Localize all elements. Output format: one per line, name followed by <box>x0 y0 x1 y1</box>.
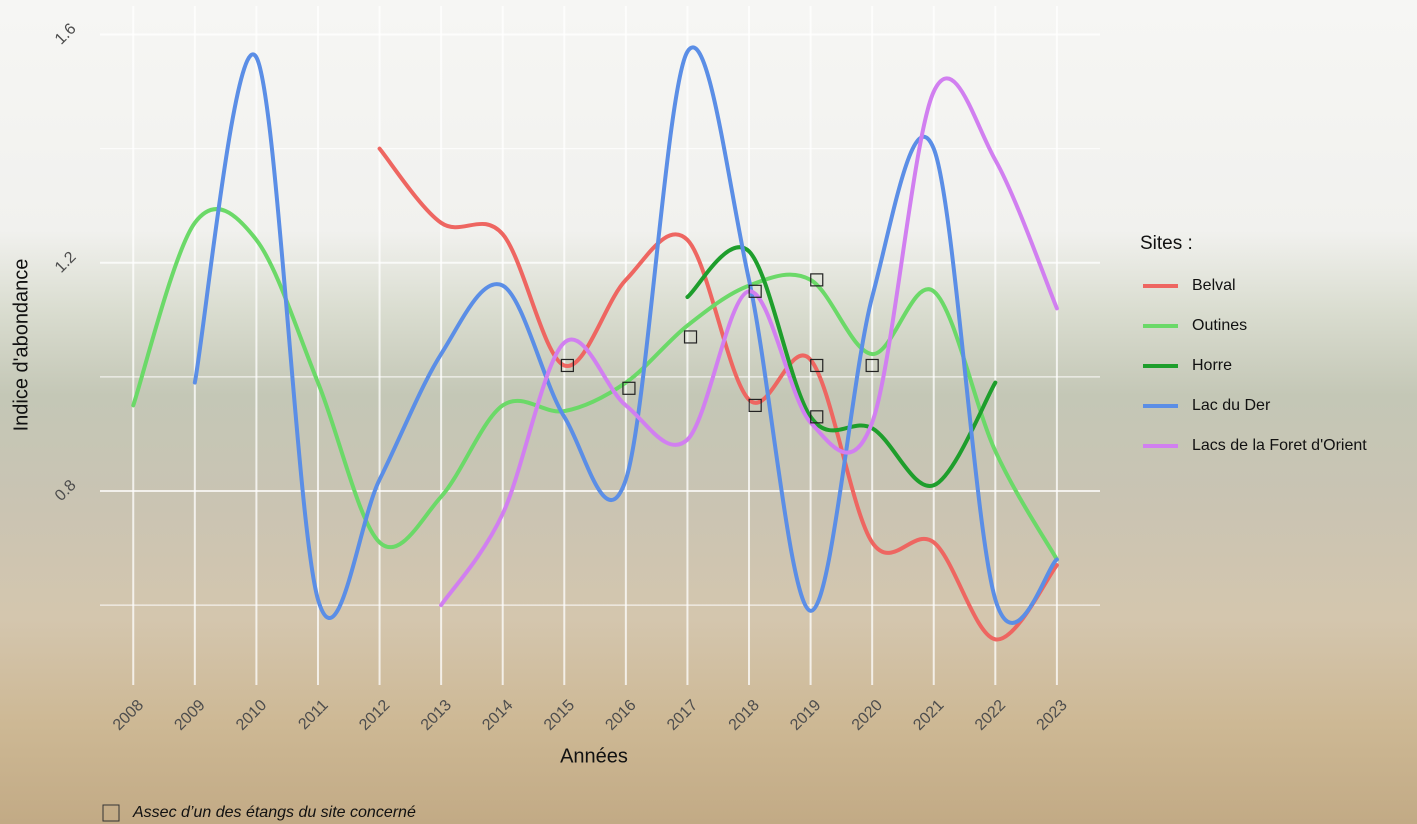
page: Années Indice d'abondance Sites : Assec … <box>0 0 1417 824</box>
x-tick-label: 2013 <box>418 697 455 734</box>
caption-symbol <box>103 805 119 821</box>
series-line <box>380 149 1057 640</box>
x-tick-label: 2019 <box>787 697 824 734</box>
x-tick-label: 2021 <box>910 697 947 734</box>
x-tick-label: 2012 <box>356 697 393 734</box>
x-tick-label: 2008 <box>110 697 147 734</box>
legend-label: Belval <box>1192 277 1236 294</box>
x-tick-label: 2014 <box>479 697 516 734</box>
legend-label: Horre <box>1192 357 1232 374</box>
y-axis-title: Indice d'abondance <box>10 259 32 432</box>
dry-marker <box>685 331 697 343</box>
x-tick-label: 2016 <box>602 697 639 734</box>
x-tick-label: 2009 <box>171 697 208 734</box>
y-tick-label: 1.6 <box>52 20 80 48</box>
x-tick-label: 2010 <box>233 697 270 734</box>
legend-label: Lac du Der <box>1192 397 1271 414</box>
x-axis-title: Années <box>560 745 628 767</box>
caption: Assec d’un des étangs du site concerné <box>132 804 416 821</box>
x-tick-label: 2017 <box>664 697 701 734</box>
x-tick-label: 2023 <box>1034 697 1071 734</box>
x-tick-label: 2018 <box>726 697 763 734</box>
y-tick-label: 0.8 <box>52 477 80 505</box>
legend-label: Outines <box>1192 317 1247 334</box>
y-tick-label: 1.2 <box>52 249 80 277</box>
x-tick-label: 2015 <box>541 697 578 734</box>
series-line <box>133 209 1057 559</box>
legend-label: Lacs de la Foret d'Orient <box>1192 437 1367 454</box>
x-tick-label: 2011 <box>295 697 331 733</box>
x-tick-label: 2020 <box>849 697 886 734</box>
legend-title: Sites : <box>1140 233 1193 254</box>
chart: Années Indice d'abondance Sites : Assec … <box>0 0 1417 824</box>
x-tick-label: 2022 <box>972 697 1009 734</box>
